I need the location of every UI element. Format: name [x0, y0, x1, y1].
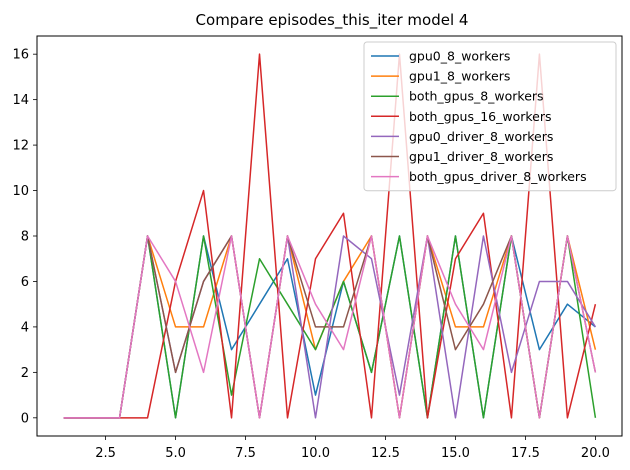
- x-tick-label: 17.5: [511, 446, 540, 461]
- legend-label: gpu0_8_workers: [409, 49, 510, 64]
- y-tick-label: 2: [21, 366, 29, 381]
- x-tick-label: 7.5: [235, 446, 256, 461]
- y-tick-label: 16: [12, 48, 29, 63]
- x-tick-label: 5.0: [165, 446, 186, 461]
- y-tick-label: 14: [12, 93, 29, 108]
- chart-title: Compare episodes_this_iter model 4: [196, 11, 469, 30]
- legend-box: [363, 41, 617, 192]
- legend: gpu0_8_workers gpu1_8_workers both_gpus_8_…: [363, 41, 617, 192]
- x-tick-label: 12.5: [371, 446, 400, 461]
- legend-label: gpu1_8_workers: [409, 69, 510, 84]
- legend-label: gpu0_driver_8_workers: [409, 129, 553, 144]
- legend-label: both_gpus_16_workers: [409, 109, 552, 124]
- plot-lines: [63, 53, 597, 419]
- x-tick-label: 15.0: [441, 446, 470, 461]
- series-line-3: [63, 53, 597, 419]
- y-tick-label: 8: [21, 230, 29, 245]
- y-tick-label: 4: [21, 320, 29, 335]
- x-axis: 2.5 5.0 7.5 10.0 12.5 15.0 17.5 20.0: [95, 436, 610, 461]
- y-axis: 0 2 4 6 8 10 12 14 16: [12, 48, 37, 426]
- series-line-6: [63, 235, 597, 419]
- legend-label: gpu1_driver_8_workers: [409, 149, 553, 164]
- y-tick-label: 6: [21, 275, 29, 290]
- x-tick-label: 10.0: [301, 446, 330, 461]
- y-tick-label: 0: [21, 411, 29, 426]
- series-line-2: [63, 235, 597, 419]
- y-tick-label: 12: [12, 139, 29, 154]
- x-tick-label: 20.0: [581, 446, 610, 461]
- legend-label: both_gpus_driver_8_workers: [409, 169, 587, 184]
- x-tick-label: 2.5: [95, 446, 116, 461]
- legend-label: both_gpus_8_workers: [409, 89, 544, 104]
- y-tick-label: 10: [12, 184, 29, 199]
